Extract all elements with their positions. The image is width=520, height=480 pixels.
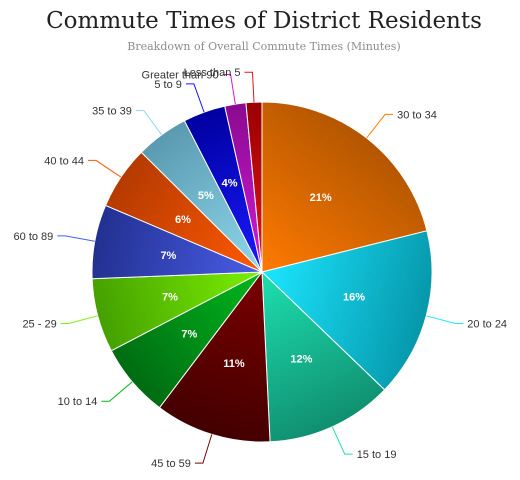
percent-label-60-to-89: 7% [160, 250, 176, 262]
connector-5-to-9 [185, 83, 205, 113]
connector-10-to-14 [101, 381, 133, 402]
pie-slice-20-to-24[interactable] [261, 230, 433, 391]
category-label-40-to-44: 40 to 44 [44, 155, 84, 167]
percent-label-5-to-9: 4% [222, 178, 238, 190]
category-labels: 30 to 34 20 to 24 15 to 19 45 to 59 10 to 14… [14, 67, 508, 470]
percent-label-40-to-44: 6% [175, 214, 191, 226]
category-label-20-to-24: 20 to 24 [467, 319, 507, 331]
connector-30-to-34 [366, 113, 394, 139]
connector-40-to-44 [88, 159, 122, 178]
percent-label-35-to-39: 5% [198, 190, 214, 202]
label-connectors [57, 71, 464, 464]
pie-slice-15-to-19[interactable] [261, 270, 386, 443]
category-label-45-to-59: 45 to 59 [151, 458, 191, 470]
connector-45-to-59 [194, 434, 213, 464]
percent-label-45-to-59: 11% [223, 358, 245, 370]
category-label-35-to-39: 35 to 39 [92, 106, 132, 118]
pie-slice-30-to-34[interactable] [261, 101, 428, 273]
connector-35-to-39 [135, 110, 163, 136]
category-label-60-to-89: 60 to 89 [14, 231, 54, 243]
percent-label-15-to-19: 12% [290, 354, 312, 366]
percent-label-20-to-24: 16% [343, 292, 365, 304]
connector-25-29 [60, 315, 98, 324]
connector-20-to-24 [426, 315, 464, 324]
category-label-15-to-19: 15 to 19 [357, 449, 397, 461]
percent-label-25-29: 7% [162, 292, 178, 304]
chart-subtitle: Breakdown of Overall Commute Times (Minu… [127, 40, 400, 53]
category-label-greater-than-90: Greater than 90 [142, 70, 219, 82]
category-label-less-than-5: Less than 5 [184, 67, 241, 79]
chart-title: Commute Times of District Residents [46, 8, 482, 34]
category-label-25-29: 25 - 29 [22, 319, 56, 331]
connector-less-than-5 [244, 71, 255, 103]
connector-greater-than-90 [222, 74, 236, 105]
connector-60-to-89 [57, 235, 95, 242]
category-label-5-to-9: 5 to 9 [154, 79, 182, 91]
connector-15-to-19 [331, 426, 353, 455]
percent-labels: 21% 16% 12% 11% 7% 7% 7% 6% 5% 4% [160, 178, 365, 370]
percent-label-10-to-14: 7% [181, 329, 197, 341]
pie-slice-45-to-59[interactable] [158, 270, 271, 443]
category-label-30-to-34: 30 to 34 [397, 109, 437, 121]
category-label-10-to-14: 10 to 14 [58, 396, 98, 408]
pie-slices [91, 101, 433, 443]
percent-label-30-to-34: 21% [310, 192, 332, 204]
